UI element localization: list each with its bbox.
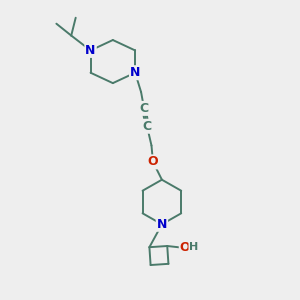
- Text: C: C: [142, 120, 152, 133]
- Text: C: C: [140, 102, 148, 115]
- Text: O: O: [148, 155, 158, 168]
- Text: N: N: [157, 218, 167, 231]
- Text: N: N: [85, 44, 96, 57]
- Text: O: O: [180, 241, 190, 254]
- Text: N: N: [130, 66, 140, 79]
- Text: H: H: [189, 242, 199, 253]
